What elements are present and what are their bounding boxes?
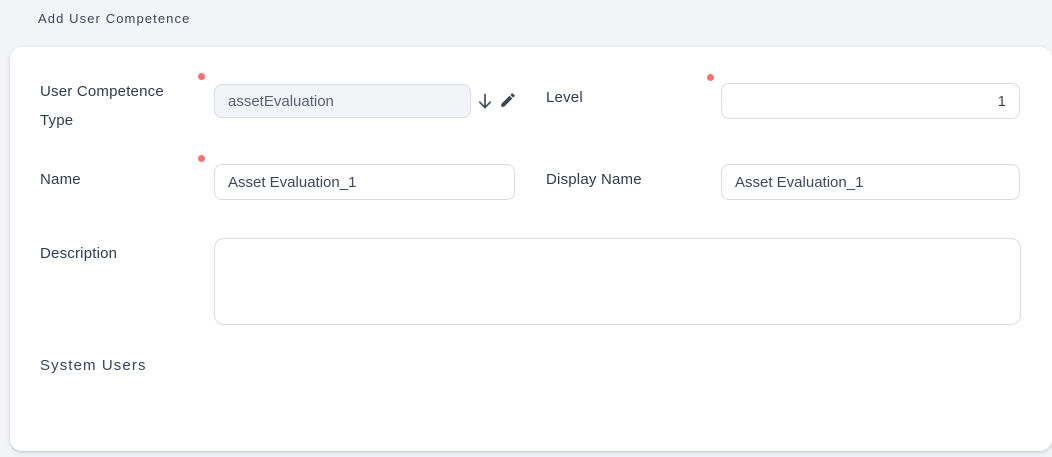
section-label-system-users: System Users: [40, 357, 147, 374]
required-dot: [198, 73, 205, 80]
required-dot: [707, 74, 714, 81]
display-name-input[interactable]: [721, 164, 1020, 200]
name-input[interactable]: [214, 164, 515, 200]
field-label-description: Description: [40, 245, 118, 262]
description-textarea[interactable]: [214, 238, 1021, 325]
add-user-competence-form-card: User Competence Type Level Name Display …: [10, 47, 1052, 451]
arrow-down-icon: [478, 93, 492, 108]
field-label-display-name: Display Name: [546, 171, 642, 188]
edit-button[interactable]: [498, 90, 518, 110]
level-input[interactable]: [721, 83, 1020, 119]
dropdown-arrow-button[interactable]: [475, 91, 495, 111]
user-competence-type-input[interactable]: [214, 84, 471, 118]
field-label-name: Name: [40, 171, 81, 188]
required-dot: [198, 155, 205, 162]
page-title: Add User Competence: [38, 11, 191, 26]
pencil-edit-icon: [501, 93, 515, 107]
field-label-user-competence-type: User Competence Type: [40, 83, 164, 129]
field-label-level: Level: [546, 89, 583, 106]
